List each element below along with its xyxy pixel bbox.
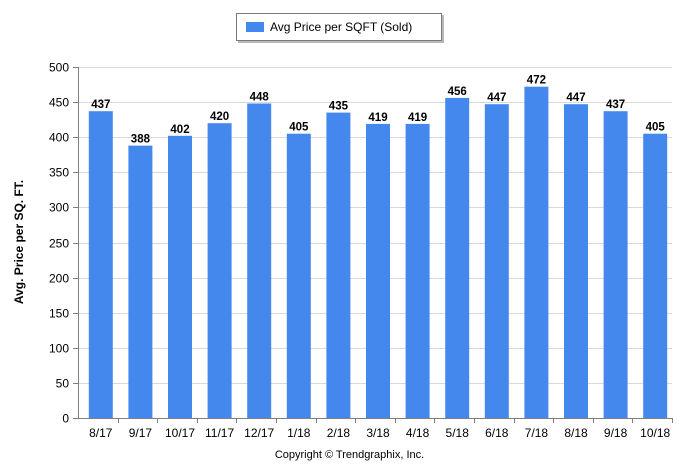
bar-3-18 (366, 123, 390, 419)
x-tick-label: 12/17 (244, 426, 274, 440)
y-tick-label: 250 (49, 237, 69, 251)
bar-10-17 (168, 135, 192, 419)
y-tick-label: 50 (56, 377, 70, 391)
x-tick-label: 5/18 (446, 426, 470, 440)
y-tick-label: 100 (49, 342, 69, 356)
y-axis-title: Avg. Price per SQ. FT. (12, 180, 26, 304)
x-tick-label: 8/18 (564, 426, 588, 440)
x-tick-label: 3/18 (366, 426, 390, 440)
bar-2-18 (326, 112, 351, 418)
x-tick-label: 2/18 (327, 426, 351, 440)
legend-label: Avg Price per SQFT (Sold) (270, 20, 413, 34)
data-label: 419 (408, 112, 427, 124)
bar-1-18 (286, 133, 311, 418)
data-label: 437 (91, 99, 110, 111)
x-tick-label: 11/17 (205, 426, 234, 440)
x-tick-label: 9/17 (129, 426, 153, 440)
y-tick-label: 300 (49, 201, 69, 215)
data-label: 402 (170, 124, 189, 136)
bar-12-17 (247, 103, 272, 418)
bar-9-18 (603, 111, 628, 418)
bar-series (88, 86, 668, 419)
data-label: 456 (448, 86, 467, 98)
y-tick-label: 500 (49, 61, 69, 75)
bar-4-18 (405, 123, 430, 419)
bar-10-18 (643, 133, 668, 418)
data-label: 448 (250, 92, 270, 104)
axes (73, 67, 673, 423)
data-labels: 437 388 402 420 448 405 435 419 419 456 447 472 447 4… (91, 75, 665, 146)
data-label: 405 (646, 122, 666, 134)
data-label: 419 (368, 112, 387, 124)
y-tick-label: 0 (62, 412, 69, 426)
x-tick-label: 8/17 (89, 426, 113, 440)
y-tick-label: 450 (49, 96, 69, 110)
x-tick-label: 10/18 (640, 426, 670, 440)
chart-legend: Avg Price per SQFT (Sold) (236, 13, 442, 41)
x-tick-label: 9/18 (604, 426, 628, 440)
y-tick-label: 150 (49, 307, 69, 321)
data-label: 447 (487, 92, 506, 104)
data-label: 405 (289, 122, 309, 134)
data-label: 472 (527, 75, 546, 87)
bar-7-18 (524, 86, 549, 418)
bar-8-17 (88, 111, 113, 418)
data-label: 447 (566, 92, 585, 104)
y-tick-label: 400 (49, 131, 69, 145)
bar-9-17 (128, 145, 153, 418)
bar-6-18 (484, 104, 509, 418)
x-tick-label: 6/18 (485, 426, 509, 440)
x-tick-labels: 8/17 9/17 10/17 11/17 12/17 1/18 2/18 3/18 4/18 5… (89, 426, 670, 440)
y-tick-labels: 0 50 100 150 200 250 300 350 400 450 500 (49, 61, 69, 426)
x-tick-label: 7/18 (525, 426, 549, 440)
y-tick-label: 200 (49, 272, 69, 286)
data-label: 388 (131, 134, 151, 146)
legend-swatch (246, 22, 264, 32)
bar-8-18 (564, 104, 588, 418)
copyright-footer: Copyright © Trendgraphix, Inc. (274, 449, 425, 461)
x-tick-label: 4/18 (406, 426, 430, 440)
bar-5-18 (445, 97, 470, 419)
data-label: 420 (210, 111, 229, 123)
y-tick-label: 350 (49, 166, 69, 180)
data-label: 435 (329, 101, 349, 113)
bar-11-17 (207, 123, 232, 418)
x-tick-label: 1/18 (287, 426, 311, 440)
x-tick-label: 10/17 (165, 426, 195, 440)
data-label: 437 (606, 99, 625, 111)
